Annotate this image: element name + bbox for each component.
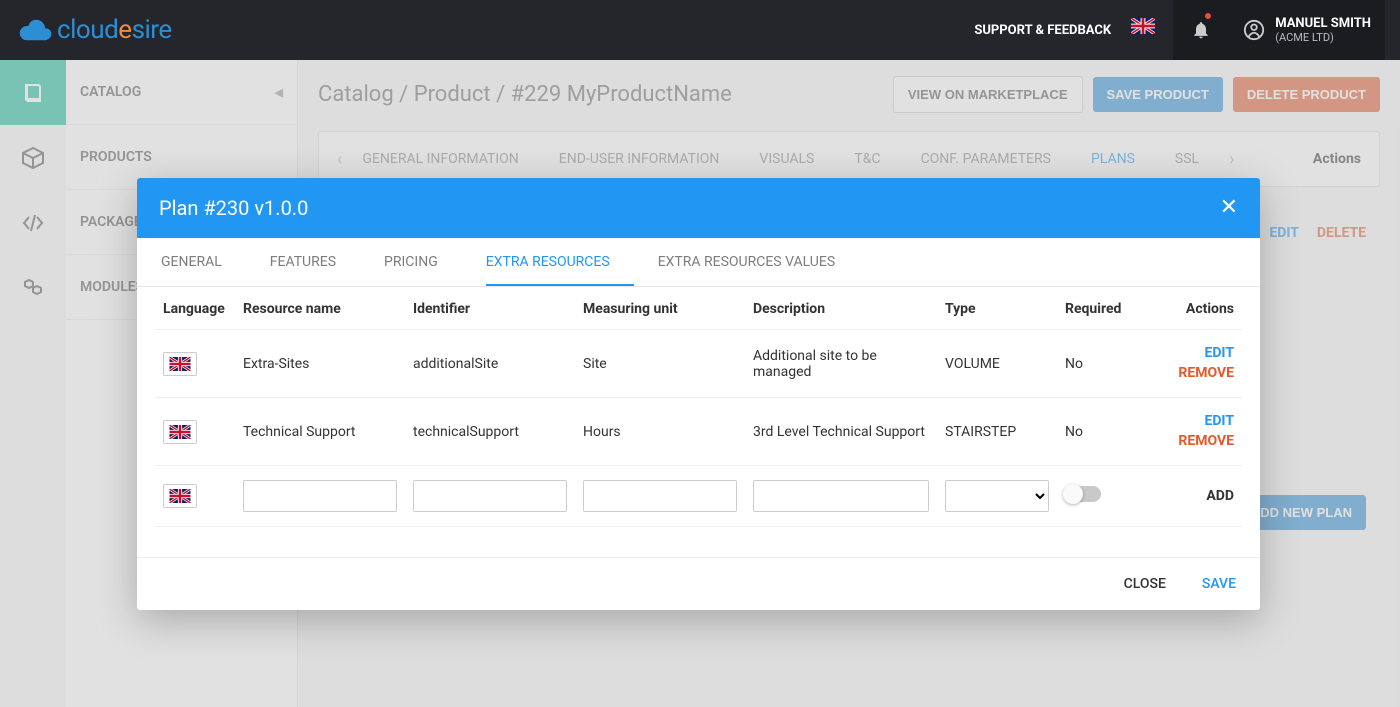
modal-footer: CLOSE SAVE [137,557,1260,610]
extra-resources-table: Language Resource name Identifier Measur… [155,287,1242,527]
modal-close-button[interactable]: ✕ [1220,197,1238,219]
cell-description: Additional site to be managed [745,330,937,398]
modal-tab-extra-resources-values[interactable]: EXTRA RESOURCES VALUES [658,238,859,286]
modal-tab-general[interactable]: GENERAL [161,238,246,286]
modal-tab-extra-resources[interactable]: EXTRA RESOURCES [486,238,634,286]
modal-close-action[interactable]: CLOSE [1124,576,1166,592]
notification-dot-icon [1205,13,1211,19]
new-required-toggle[interactable] [1065,486,1101,502]
logo-text: cloudesire [57,15,172,45]
user-name: MANUEL SMITH [1275,16,1371,32]
row-add-button[interactable]: ADD [1152,466,1242,527]
cell-identifier: additionalSite [405,330,575,398]
row-language-flag[interactable] [163,352,197,376]
cell-required: No [1057,398,1152,466]
new-language-flag[interactable] [163,484,197,508]
modal-tab-features[interactable]: FEATURES [270,238,360,286]
cell-required: No [1057,330,1152,398]
plan-modal: Plan #230 v1.0.0 ✕ GENERAL FEATURES PRIC… [137,178,1260,610]
col-type: Type [937,287,1057,330]
user-text: MANUEL SMITH (ACME LTD) [1275,16,1371,45]
cloud-icon [15,17,53,43]
user-org: (ACME LTD) [1275,31,1371,44]
new-resource-name-input[interactable] [243,480,397,512]
table-row: Technical Support technicalSupport Hours… [155,398,1242,466]
col-identifier: Identifier [405,287,575,330]
bell-icon [1191,20,1211,40]
col-description: Description [745,287,937,330]
cell-resource-name: Technical Support [235,398,405,466]
new-type-select[interactable] [945,480,1049,512]
col-resource-name: Resource name [235,287,405,330]
user-avatar-icon [1243,19,1265,41]
user-menu[interactable]: MANUEL SMITH (ACME LTD) [1229,0,1385,60]
row-edit-button[interactable]: EDIT [1160,412,1234,432]
logo[interactable]: cloudesire [15,15,172,45]
col-language: Language [155,287,235,330]
new-identifier-input[interactable] [413,480,567,512]
modal-body: Language Resource name Identifier Measur… [137,287,1260,557]
modal-save-action[interactable]: SAVE [1202,576,1236,592]
modal-tab-pricing[interactable]: PRICING [384,238,462,286]
language-flag[interactable] [1131,18,1155,42]
col-required: Required [1057,287,1152,330]
col-actions: Actions [1152,287,1242,330]
topbar: cloudesire SUPPORT & FEEDBACK MANUEL SMI… [0,0,1400,60]
cell-identifier: technicalSupport [405,398,575,466]
row-edit-button[interactable]: EDIT [1160,344,1234,364]
new-description-input[interactable] [753,480,929,512]
row-remove-button[interactable]: REMOVE [1160,364,1234,384]
cell-description: 3rd Level Technical Support [745,398,937,466]
modal-header: Plan #230 v1.0.0 ✕ [137,178,1260,238]
cell-unit: Hours [575,398,745,466]
notifications-button[interactable] [1173,0,1229,60]
modal-title: Plan #230 v1.0.0 [159,196,1220,220]
support-feedback-link[interactable]: SUPPORT & FEEDBACK [974,23,1111,38]
table-row-new: ADD [155,466,1242,527]
modal-tabs: GENERAL FEATURES PRICING EXTRA RESOURCES… [137,238,1260,287]
col-measuring-unit: Measuring unit [575,287,745,330]
cell-resource-name: Extra-Sites [235,330,405,398]
row-language-flag[interactable] [163,420,197,444]
cell-type: STAIRSTEP [937,398,1057,466]
new-unit-input[interactable] [583,480,737,512]
cell-type: VOLUME [937,330,1057,398]
cell-unit: Site [575,330,745,398]
table-row: Extra-Sites additionalSite Site Addition… [155,330,1242,398]
row-remove-button[interactable]: REMOVE [1160,432,1234,452]
